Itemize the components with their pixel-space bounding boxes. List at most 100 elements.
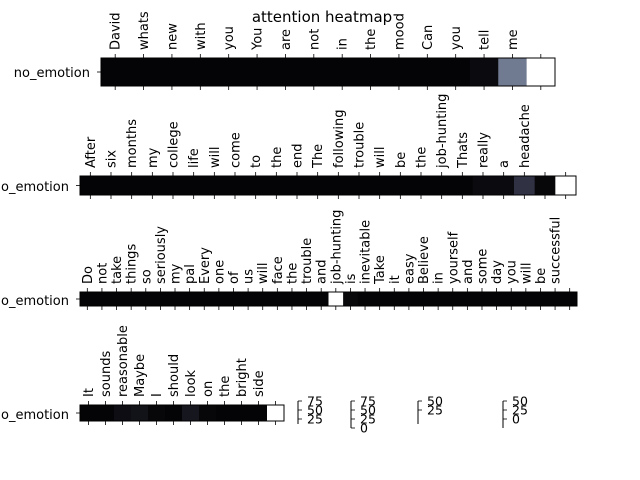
heatmap-cell bbox=[240, 292, 256, 306]
heatmap-cell bbox=[526, 58, 556, 86]
heatmap-cell bbox=[148, 405, 166, 421]
heatmap-cell bbox=[493, 176, 515, 195]
token-label: me bbox=[506, 29, 521, 50]
token-label: you bbox=[222, 26, 237, 50]
token-label: trouble bbox=[300, 238, 315, 284]
token-label: Can bbox=[421, 25, 436, 50]
heatmap-cell bbox=[369, 176, 391, 195]
heatmap-cell bbox=[431, 176, 453, 195]
token-label: my bbox=[169, 263, 184, 284]
token-label: side bbox=[252, 370, 267, 397]
token-label: mood bbox=[392, 13, 407, 50]
heatmap-cell bbox=[386, 292, 402, 306]
token-label: sounds bbox=[99, 351, 114, 397]
token-label: end bbox=[291, 144, 306, 169]
token-label: months bbox=[125, 119, 140, 168]
token-label: so bbox=[139, 269, 154, 284]
colorbar-tick-label: 50 bbox=[307, 403, 323, 418]
heatmap-cell bbox=[242, 58, 272, 86]
heatmap-cell bbox=[183, 176, 205, 195]
heatmap-cell bbox=[80, 405, 98, 421]
heatmap-cell bbox=[270, 292, 286, 306]
heatmap-cell bbox=[182, 405, 200, 421]
token-label: my bbox=[146, 147, 161, 168]
colorbar-tick-label: 25 bbox=[512, 403, 528, 418]
heatmap-cell bbox=[328, 58, 357, 86]
colorbar-tick-label: 0 bbox=[360, 421, 368, 436]
token-label: face bbox=[271, 256, 286, 284]
heatmap-cell bbox=[460, 292, 476, 306]
row-label: no_emotion bbox=[0, 408, 69, 423]
token-label: really bbox=[477, 132, 492, 168]
heatmap-panel-3: Do not take things so seriously my pal Every one o… bbox=[0, 210, 578, 310]
token-label: life bbox=[187, 148, 202, 168]
heatmap-cell bbox=[410, 176, 432, 195]
heatmap-cell bbox=[216, 405, 234, 421]
heatmap-cell bbox=[186, 58, 215, 86]
heatmap-cell bbox=[233, 405, 251, 421]
token-label: whats bbox=[137, 11, 152, 50]
heatmap-cell bbox=[390, 176, 412, 195]
heatmap-cell bbox=[416, 292, 432, 306]
heatmap-cell bbox=[131, 405, 149, 421]
heatmap-cell bbox=[518, 292, 534, 306]
heatmap-cell bbox=[157, 58, 187, 86]
colorbar-tick-label: 50 bbox=[427, 394, 443, 409]
colorbar-tick-label: 0 bbox=[512, 412, 520, 427]
token-label: job-hunting bbox=[435, 94, 450, 169]
row-label: no_emotion bbox=[0, 180, 69, 195]
token-label: the bbox=[270, 147, 285, 168]
heatmap-cell bbox=[489, 292, 505, 306]
heatmap-cell bbox=[167, 292, 183, 306]
colorbar-tick-label: 25 bbox=[360, 412, 376, 427]
token-label: six bbox=[105, 150, 120, 168]
heatmap-cell bbox=[109, 292, 125, 306]
colorbar-tick-label: 75 bbox=[360, 394, 376, 409]
heatmap-cell bbox=[413, 58, 442, 86]
heatmap-cell bbox=[430, 292, 446, 306]
token-label: on bbox=[201, 381, 216, 397]
heatmap-cell bbox=[267, 405, 285, 421]
token-label: following bbox=[332, 110, 347, 168]
heatmap-cell bbox=[348, 176, 370, 195]
token-label: trouble bbox=[353, 122, 368, 168]
token-label: The bbox=[311, 144, 326, 169]
heatmap-cell bbox=[165, 405, 183, 421]
row-label: no_emotion bbox=[14, 66, 90, 81]
heatmap-cell bbox=[401, 292, 417, 306]
heatmap-cell bbox=[226, 292, 242, 306]
token-label: some bbox=[475, 249, 490, 284]
token-label: be bbox=[534, 268, 549, 284]
heatmap-cell bbox=[123, 292, 139, 306]
heatmap-cell bbox=[503, 292, 519, 306]
heatmap-cell bbox=[357, 292, 373, 306]
heatmap-cell bbox=[286, 176, 308, 195]
heatmap-cell bbox=[94, 292, 110, 306]
heatmap-cell bbox=[452, 176, 474, 195]
token-label: pal bbox=[183, 264, 198, 284]
token-label: Maybe bbox=[133, 354, 148, 397]
heatmap-cell bbox=[255, 292, 271, 306]
heatmap-cell bbox=[266, 176, 288, 195]
heatmap-cell bbox=[356, 58, 386, 86]
heatmap-cell bbox=[472, 176, 494, 195]
token-label: the bbox=[218, 376, 233, 397]
token-label: It bbox=[82, 388, 97, 397]
token-label: seriously bbox=[154, 226, 169, 284]
heatmap-cell bbox=[562, 292, 578, 306]
token-label: in bbox=[432, 272, 447, 284]
heatmap-cell bbox=[299, 292, 315, 306]
token-label: bright bbox=[235, 358, 250, 397]
heatmap-cell bbox=[80, 176, 102, 195]
token-label: one bbox=[212, 260, 227, 284]
heatmap-cell bbox=[271, 58, 301, 86]
token-label: things bbox=[125, 244, 140, 284]
token-label: reasonable bbox=[116, 325, 131, 397]
heatmap-cell bbox=[142, 176, 164, 195]
token-label: yourself bbox=[446, 231, 461, 284]
token-label: of bbox=[227, 271, 242, 284]
heatmap-cell bbox=[514, 176, 536, 195]
